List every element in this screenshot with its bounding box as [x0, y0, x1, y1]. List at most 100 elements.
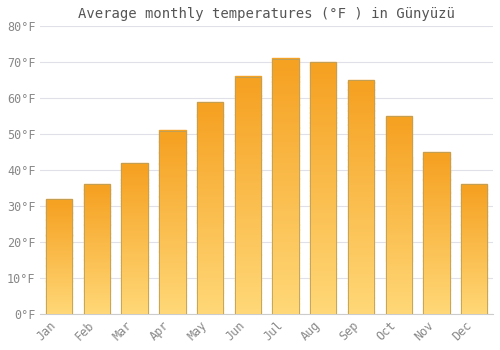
Bar: [424, 220, 450, 222]
Bar: [46, 285, 72, 286]
Bar: [159, 134, 186, 136]
Bar: [461, 233, 487, 235]
Bar: [272, 99, 299, 102]
Bar: [424, 257, 450, 259]
Bar: [310, 281, 336, 284]
Bar: [84, 292, 110, 293]
Bar: [159, 136, 186, 138]
Bar: [234, 233, 261, 236]
Bar: [272, 138, 299, 140]
Bar: [386, 256, 412, 259]
Bar: [461, 211, 487, 213]
Bar: [461, 210, 487, 212]
Bar: [424, 183, 450, 184]
Bar: [424, 234, 450, 236]
Bar: [424, 191, 450, 192]
Bar: [234, 160, 261, 162]
Bar: [159, 266, 186, 268]
Bar: [46, 244, 72, 245]
Bar: [310, 213, 336, 216]
Bar: [386, 167, 412, 169]
Bar: [159, 299, 186, 301]
Bar: [197, 267, 224, 270]
Bar: [46, 303, 72, 305]
Bar: [386, 134, 412, 136]
Bar: [461, 205, 487, 206]
Bar: [272, 173, 299, 176]
Bar: [46, 283, 72, 284]
Bar: [84, 224, 110, 226]
Bar: [424, 215, 450, 217]
Bar: [234, 77, 261, 314]
Bar: [84, 197, 110, 199]
Bar: [159, 218, 186, 220]
Bar: [234, 209, 261, 212]
Bar: [310, 85, 336, 88]
Bar: [234, 207, 261, 210]
Bar: [386, 140, 412, 142]
Bar: [461, 268, 487, 270]
Bar: [84, 300, 110, 301]
Bar: [348, 246, 374, 248]
Bar: [272, 299, 299, 301]
Bar: [122, 184, 148, 186]
Bar: [386, 138, 412, 140]
Bar: [272, 217, 299, 219]
Bar: [234, 126, 261, 129]
Bar: [84, 294, 110, 296]
Bar: [310, 110, 336, 113]
Bar: [386, 302, 412, 304]
Bar: [461, 281, 487, 283]
Bar: [386, 229, 412, 231]
Bar: [197, 140, 224, 142]
Bar: [386, 149, 412, 152]
Bar: [84, 287, 110, 288]
Bar: [84, 261, 110, 262]
Bar: [84, 226, 110, 227]
Bar: [386, 213, 412, 215]
Bar: [234, 200, 261, 202]
Bar: [424, 201, 450, 202]
Bar: [197, 199, 224, 202]
Bar: [348, 94, 374, 97]
Bar: [84, 313, 110, 314]
Bar: [234, 140, 261, 143]
Bar: [310, 173, 336, 175]
Bar: [348, 157, 374, 160]
Bar: [197, 273, 224, 276]
Bar: [84, 191, 110, 192]
Bar: [197, 106, 224, 108]
Bar: [159, 160, 186, 162]
Bar: [122, 235, 148, 237]
Bar: [159, 295, 186, 298]
Bar: [386, 223, 412, 225]
Bar: [424, 276, 450, 278]
Bar: [84, 284, 110, 285]
Bar: [234, 204, 261, 207]
Bar: [461, 306, 487, 307]
Bar: [84, 272, 110, 274]
Bar: [424, 291, 450, 293]
Bar: [197, 142, 224, 144]
Bar: [46, 268, 72, 269]
Bar: [197, 138, 224, 140]
Bar: [424, 230, 450, 231]
Bar: [159, 222, 186, 224]
Bar: [159, 242, 186, 244]
Bar: [84, 193, 110, 195]
Bar: [386, 193, 412, 195]
Bar: [348, 120, 374, 122]
Bar: [386, 217, 412, 219]
Bar: [159, 308, 186, 310]
Bar: [461, 290, 487, 292]
Bar: [159, 150, 186, 153]
Bar: [234, 114, 261, 117]
Bar: [84, 232, 110, 234]
Bar: [122, 249, 148, 251]
Bar: [310, 175, 336, 178]
Bar: [197, 263, 224, 265]
Bar: [386, 258, 412, 260]
Bar: [310, 271, 336, 274]
Bar: [84, 239, 110, 240]
Bar: [122, 197, 148, 199]
